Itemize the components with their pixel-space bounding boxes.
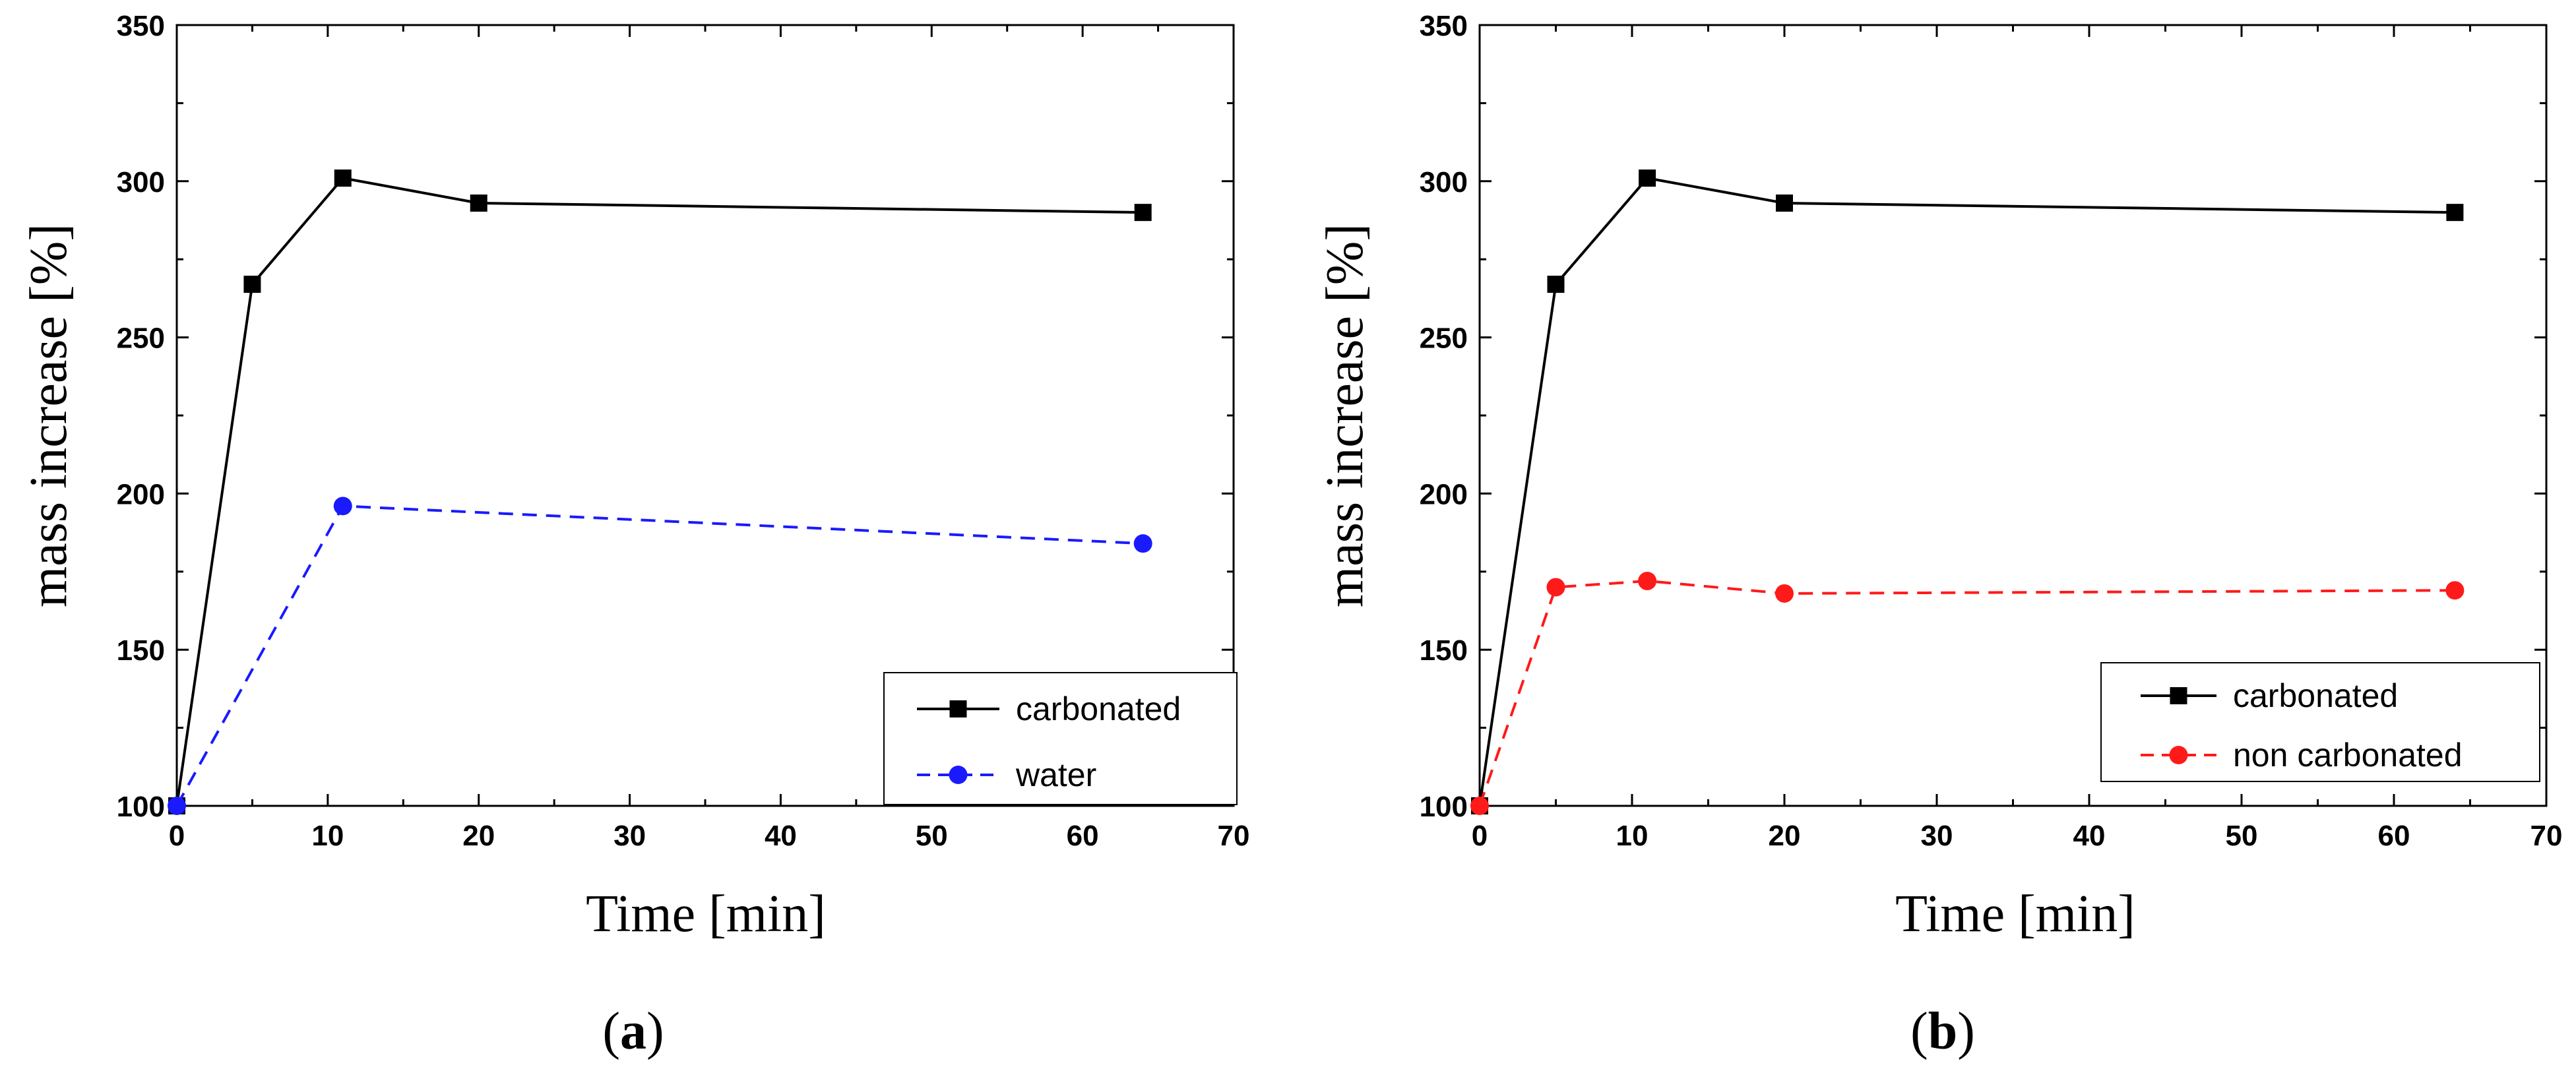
x-tick-label: 70 — [1218, 820, 1250, 852]
data-point-carbonated — [1134, 204, 1152, 222]
y-tick-label: 100 — [117, 791, 165, 823]
legend-label: carbonated — [2233, 677, 2398, 714]
panel-label-open: ( — [602, 1002, 620, 1060]
legend-marker — [2170, 687, 2187, 704]
data-point-water — [1133, 534, 1152, 553]
panel-label: (a) — [602, 1002, 664, 1060]
data-point-carbonated — [1776, 194, 1793, 212]
y-axis-title: mass increase [%] — [1316, 224, 1374, 607]
x-tick-label: 60 — [1067, 820, 1099, 852]
x-axis-title: Time [min] — [1895, 885, 2135, 943]
x-tick-label: 0 — [1472, 820, 1488, 852]
data-point-water — [333, 497, 352, 516]
y-tick-label: 150 — [1420, 634, 1468, 667]
legend-label: non carbonated — [2233, 737, 2463, 774]
panel-label-letter: b — [1928, 1002, 1958, 1060]
y-tick-label: 350 — [1420, 10, 1468, 42]
chart-a: 0 10 20 30 40 50 60 70 100 150 200 250 300 350 Time [m… — [20, 10, 1250, 1060]
y-tick-label: 200 — [117, 478, 165, 510]
data-point-water — [168, 797, 186, 815]
x-tick-label: 0 — [169, 820, 185, 852]
y-axis-title: mass increase [%] — [20, 224, 78, 607]
x-tick-label: 10 — [1616, 820, 1649, 852]
panel-label-letter: a — [620, 1002, 646, 1060]
data-point-carbonated — [2446, 204, 2464, 222]
x-tick-label: 30 — [613, 820, 646, 852]
x-tick-label: 40 — [765, 820, 797, 852]
y-tick-label: 150 — [117, 634, 165, 667]
x-tick-label: 70 — [2530, 820, 2563, 852]
x-tick-label: 60 — [2378, 820, 2410, 852]
y-tick-label: 300 — [117, 166, 165, 198]
x-tick-label: 50 — [916, 820, 948, 852]
legend-box — [883, 672, 1238, 805]
data-point-non-carbonated — [1775, 584, 1794, 603]
x-tick-label: 20 — [462, 820, 495, 852]
data-point-carbonated — [1547, 276, 1565, 293]
data-point-non-carbonated — [1470, 797, 1489, 815]
legend-marker — [949, 766, 968, 784]
data-point-non-carbonated — [1546, 578, 1565, 597]
legend-label: water — [1015, 756, 1096, 793]
panel-label: (b) — [1910, 1002, 1975, 1060]
chart-panel-b: 0 10 20 30 40 50 60 70 100 150 200 250 300 350 Time [m… — [1290, 0, 2576, 1067]
legend-marker — [949, 700, 967, 717]
y-tick-label: 350 — [117, 10, 165, 42]
data-point-carbonated — [1639, 169, 1656, 187]
x-tick-label: 50 — [2226, 820, 2258, 852]
x-tick-label: 10 — [311, 820, 344, 852]
y-tick-label: 100 — [1420, 791, 1468, 823]
y-tick-label: 250 — [1420, 322, 1468, 355]
data-point-carbonated — [243, 276, 261, 293]
x-tick-label: 30 — [1921, 820, 1953, 852]
y-tick-label: 200 — [1420, 478, 1468, 510]
x-tick-label: 40 — [2073, 820, 2106, 852]
data-point-non-carbonated — [2445, 581, 2465, 600]
chart-b: 0 10 20 30 40 50 60 70 100 150 200 250 300 350 Time [m… — [1316, 10, 2563, 1060]
y-tick-label: 300 — [1420, 166, 1468, 198]
data-point-carbonated — [334, 169, 352, 187]
legend-marker — [2169, 746, 2188, 764]
x-axis-title: Time [min] — [586, 885, 826, 943]
legend-label: carbonated — [1016, 690, 1181, 727]
y-tick-label: 250 — [117, 322, 165, 355]
chart-panel-a: 0 10 20 30 40 50 60 70 100 150 200 250 300 350 Time [m… — [20, 10, 1250, 1060]
panel-label-close: ) — [1957, 1002, 1975, 1060]
data-point-non-carbonated — [1638, 572, 1657, 591]
data-point-carbonated — [470, 194, 487, 212]
panel-label-close: ) — [646, 1002, 664, 1060]
x-tick-label: 20 — [1769, 820, 1801, 852]
panel-label-open: ( — [1910, 1002, 1928, 1060]
